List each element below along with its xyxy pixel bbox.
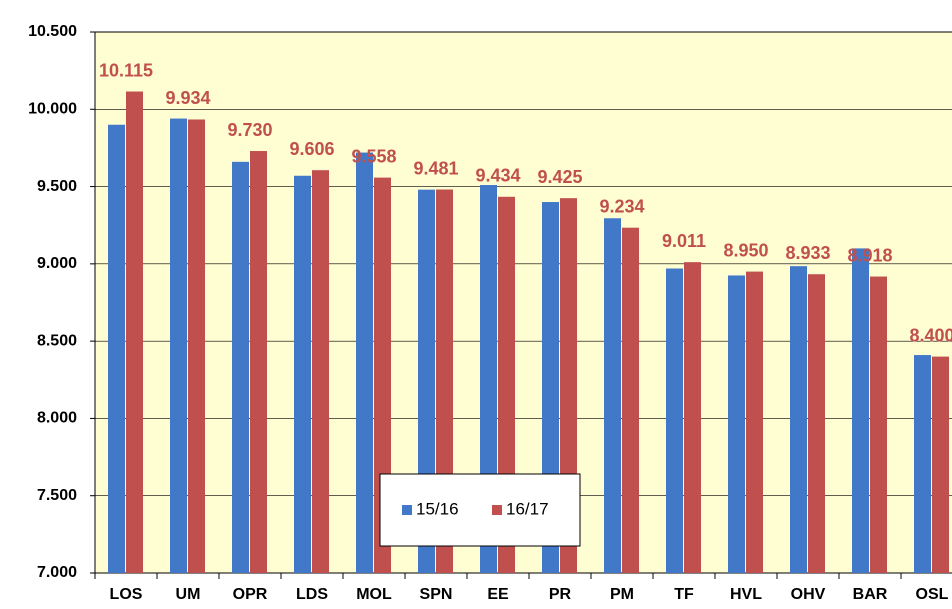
- data-label: 9.934: [165, 88, 210, 108]
- bar: [932, 356, 949, 573]
- data-label: 10.115: [99, 60, 153, 80]
- x-tick-label: LDS: [296, 586, 328, 603]
- bar: [250, 151, 267, 573]
- x-tick-label: EE: [487, 586, 509, 603]
- y-tick-label: 9.500: [37, 178, 77, 195]
- bar: [622, 227, 639, 573]
- y-tick-label: 8.000: [37, 410, 77, 427]
- bar: [170, 118, 187, 573]
- y-tick-label: 7.000: [37, 564, 77, 581]
- bar: [312, 170, 329, 573]
- data-label: 8.918: [847, 245, 892, 265]
- y-tick-label: 10.500: [28, 23, 77, 40]
- data-label: 8.933: [785, 243, 830, 263]
- bar: [126, 91, 143, 573]
- legend-swatch: [492, 505, 502, 515]
- x-tick-label: PR: [549, 586, 572, 603]
- bar: [746, 271, 763, 573]
- y-tick-label: 10.000: [28, 101, 77, 118]
- bar: [914, 355, 931, 573]
- x-tick-label: HVL: [730, 586, 762, 603]
- bar: [728, 275, 745, 573]
- data-label: 9.011: [662, 231, 706, 251]
- x-tick-label: MOL: [356, 586, 392, 603]
- x-tick-label: TF: [674, 586, 694, 603]
- bar: [870, 276, 887, 573]
- legend: [379, 473, 581, 547]
- data-label: 9.606: [289, 139, 334, 159]
- data-label: 8.400: [909, 325, 952, 345]
- x-tick-label: LOS: [110, 586, 143, 603]
- bar: [294, 175, 311, 573]
- data-label: 9.481: [413, 158, 458, 178]
- bar: [108, 124, 125, 573]
- x-tick-label: SPN: [420, 586, 453, 603]
- legend-label: 16/17: [506, 499, 549, 518]
- bar: [852, 248, 869, 573]
- x-tick-label: BAR: [853, 586, 888, 603]
- data-label: 9.234: [599, 196, 644, 216]
- legend-swatch: [402, 505, 412, 515]
- data-label: 9.434: [475, 166, 520, 186]
- bar: [356, 152, 373, 573]
- x-tick-label: OHV: [791, 586, 826, 603]
- x-tick-label: OSL: [916, 586, 949, 603]
- bar: [604, 218, 621, 573]
- bar: [808, 274, 825, 573]
- data-label: 9.425: [537, 167, 582, 187]
- x-tick-label: OPR: [233, 586, 268, 603]
- bar: [666, 268, 683, 573]
- x-tick-label: PM: [610, 586, 634, 603]
- y-tick-label: 8.500: [37, 332, 77, 349]
- legend-label: 15/16: [416, 499, 459, 518]
- data-label: 9.730: [227, 120, 272, 140]
- data-label: 8.950: [723, 240, 768, 260]
- x-tick-label: UM: [176, 586, 201, 603]
- bar: [790, 266, 807, 573]
- y-tick-label: 9.000: [37, 255, 77, 272]
- bar: [188, 119, 205, 573]
- bar: [684, 262, 701, 573]
- data-label: 9.558: [351, 146, 396, 166]
- bar: [232, 161, 249, 573]
- y-tick-label: 7.500: [37, 487, 77, 504]
